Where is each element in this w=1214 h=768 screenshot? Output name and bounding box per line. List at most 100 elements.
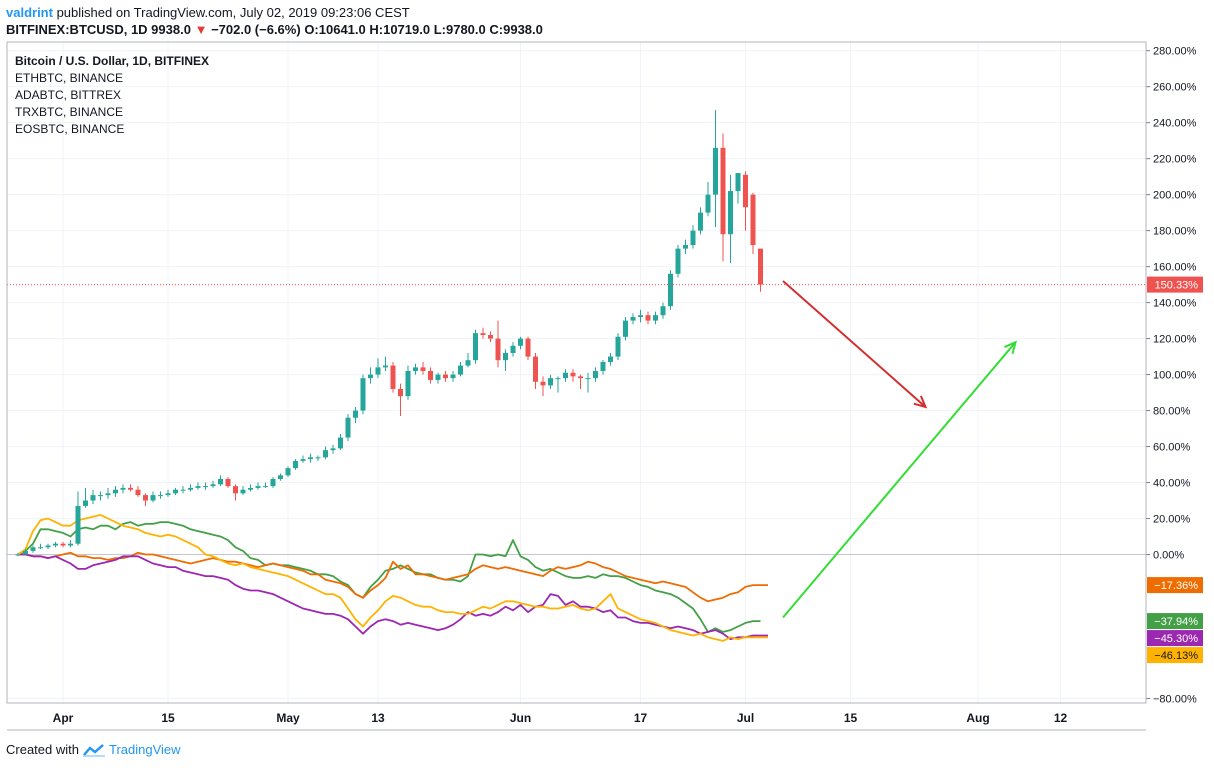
candle-body xyxy=(60,543,66,546)
candle-body xyxy=(705,194,711,213)
candle-body xyxy=(683,245,688,249)
candle-body xyxy=(353,410,358,418)
y-tick-label: 260.00% xyxy=(1153,82,1197,94)
candle-body xyxy=(308,457,313,460)
grid xyxy=(7,42,1146,703)
candle-body xyxy=(690,230,696,246)
price-labels: 150.33% −17.36% −37.94% −45.30% −46.13% xyxy=(1147,276,1203,664)
y-tick-label: 160.00% xyxy=(1153,262,1197,274)
y-tick-label: 200.00% xyxy=(1153,190,1197,202)
candle-body xyxy=(83,500,88,506)
y-tick-label: 60.00% xyxy=(1153,442,1191,454)
series-line xyxy=(18,551,768,603)
candle-body xyxy=(293,460,298,469)
y-tick-label: −80.00% xyxy=(1153,693,1197,705)
legend-trx: TRXBTC, BINANCE xyxy=(15,105,123,119)
candle-body xyxy=(518,338,523,346)
candle-body xyxy=(195,486,201,488)
y-tick-label: 40.00% xyxy=(1153,478,1191,490)
arrow-head xyxy=(913,395,928,409)
ohlc-close: C:9938.0 xyxy=(489,22,543,37)
tradingview-link[interactable]: TradingView xyxy=(108,742,181,757)
candle-body xyxy=(120,487,126,490)
candle-body xyxy=(45,545,51,548)
candle-body xyxy=(488,334,493,339)
candle-body xyxy=(638,315,643,317)
candle-body xyxy=(255,486,261,488)
candle-body xyxy=(345,417,351,438)
candle-body xyxy=(503,352,508,361)
candle-body xyxy=(698,212,703,231)
legend: Bitcoin / U.S. Dollar, 1D, BITFINEX ETHB… xyxy=(15,54,209,136)
last-price: 9938.0 xyxy=(151,22,191,37)
price-label-text: −17.36% xyxy=(1154,580,1198,592)
x-tick-label: 12 xyxy=(1054,711,1068,725)
y-tick-label: 80.00% xyxy=(1153,406,1191,418)
candle-body xyxy=(585,378,591,380)
price-label-text: −46.13% xyxy=(1154,650,1198,662)
candle-body xyxy=(188,487,193,490)
y-tick-label: 100.00% xyxy=(1153,370,1197,382)
candle-body xyxy=(420,367,426,371)
candle-body xyxy=(15,554,21,556)
candle-body xyxy=(533,356,538,382)
candle-body xyxy=(135,489,141,496)
candle-body xyxy=(743,174,748,208)
candle-body xyxy=(450,374,456,379)
candle-body xyxy=(300,459,306,461)
x-tick-label: 17 xyxy=(634,711,648,725)
candle-body xyxy=(68,543,73,546)
chart-title: Bitcoin / U.S. Dollar, 1D, BITFINEX xyxy=(15,54,209,68)
y-tick-label: 140.00% xyxy=(1153,298,1197,310)
candle-body xyxy=(98,495,103,497)
candle-body xyxy=(368,374,373,379)
candle-body xyxy=(105,493,111,496)
candle-body xyxy=(728,191,733,235)
symbol-info: BITFINEX:BTCUSD, 1D 9938.0 ▼ −702.0 (−6.… xyxy=(6,22,543,37)
candle-body xyxy=(758,248,763,285)
candle-body xyxy=(653,315,658,321)
y-tick-label: 20.00% xyxy=(1153,514,1191,526)
x-tick-label: 13 xyxy=(371,711,385,725)
candle-body xyxy=(668,273,673,307)
candle-body xyxy=(330,448,336,451)
x-tick-label: Apr xyxy=(53,711,74,725)
price-label-bg xyxy=(1147,613,1203,630)
legend-eth: ETHBTC, BINANCE xyxy=(15,71,123,85)
y-tick-label: 0.00% xyxy=(1153,550,1184,562)
candle-body xyxy=(473,333,478,361)
candle-body xyxy=(53,543,58,546)
candle-body xyxy=(30,547,36,551)
series-line xyxy=(17,521,761,633)
candle-body xyxy=(263,486,268,488)
candle-body xyxy=(510,345,516,353)
candle-body xyxy=(128,487,133,490)
candle-body xyxy=(270,478,276,487)
candle-body xyxy=(548,378,553,386)
candle-body xyxy=(480,333,486,335)
price-change: −702.0 (−6.6%) xyxy=(211,22,301,37)
candle-body xyxy=(398,388,403,397)
candle-body xyxy=(675,248,681,274)
price-label-bg xyxy=(1147,577,1203,594)
candle-body xyxy=(210,484,216,487)
author-link[interactable]: valdrint xyxy=(6,5,53,20)
comparison-series xyxy=(17,514,768,642)
candle-body xyxy=(458,365,463,375)
candle-body xyxy=(278,475,283,479)
candle-body xyxy=(428,370,433,380)
candle-body xyxy=(623,320,628,337)
x-tick-label: Jun xyxy=(510,711,531,725)
candle-body xyxy=(713,147,718,195)
tradingview-logo-icon xyxy=(82,743,105,757)
x-tick-label: May xyxy=(276,711,300,725)
candle-body xyxy=(150,495,156,501)
candle-body xyxy=(570,372,576,377)
candle-body xyxy=(225,478,231,487)
publish-text: published on TradingView.com, July 02, 2… xyxy=(52,5,410,20)
footer: Created with TradingView xyxy=(6,742,181,757)
y-tick-label: 120.00% xyxy=(1153,334,1197,346)
y-tick-label: 280.00% xyxy=(1153,46,1197,58)
candle-body xyxy=(248,487,253,490)
